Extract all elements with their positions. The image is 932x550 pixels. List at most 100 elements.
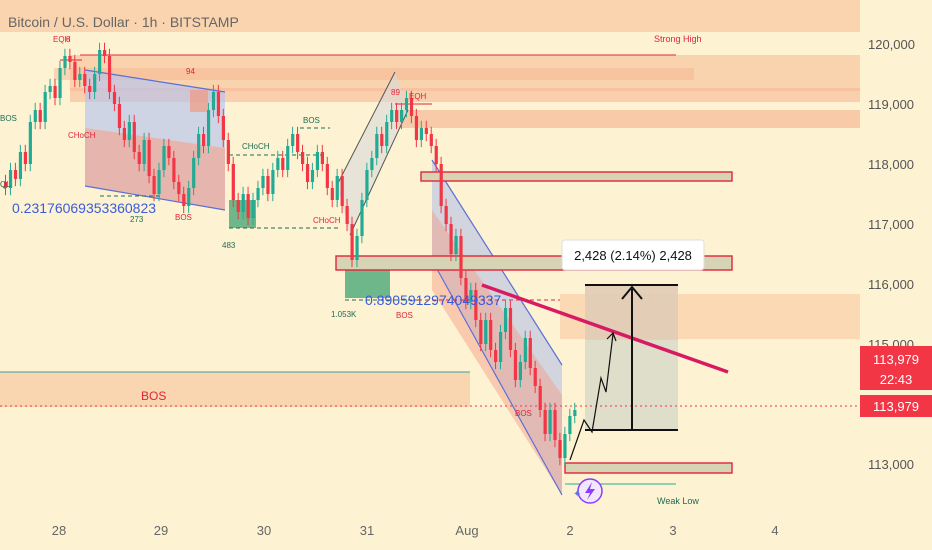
candle xyxy=(523,338,527,362)
trend-line[interactable] xyxy=(481,283,729,374)
candle xyxy=(365,170,369,200)
candle xyxy=(226,140,230,164)
candle xyxy=(345,206,349,224)
candle xyxy=(330,188,334,200)
choch-label: CHoCH xyxy=(313,216,341,225)
candle xyxy=(53,86,57,98)
candle xyxy=(494,350,498,362)
candle xyxy=(68,56,72,62)
candle xyxy=(152,176,156,194)
candle xyxy=(28,122,32,164)
time-tick: 28 xyxy=(52,523,66,538)
candle xyxy=(78,74,82,80)
current-price-value: 113,979 xyxy=(873,399,919,414)
candle xyxy=(256,188,260,200)
candle xyxy=(370,158,374,170)
current-price-tag xyxy=(860,395,932,417)
price-axis[interactable] xyxy=(860,0,932,525)
candle xyxy=(335,176,339,200)
candle xyxy=(568,416,572,434)
candle xyxy=(395,110,399,122)
label-8: 8 xyxy=(66,35,71,44)
candle xyxy=(489,320,493,350)
candle xyxy=(43,92,47,122)
candle xyxy=(439,164,443,206)
candle xyxy=(162,146,166,170)
time-tick: Aug xyxy=(455,523,478,538)
measure-tooltip xyxy=(561,239,705,271)
projection-path xyxy=(569,333,614,461)
candle xyxy=(88,86,92,92)
candle xyxy=(414,116,419,140)
candle xyxy=(246,194,250,218)
measure-label: 2,428 (2.14%) 2,428 xyxy=(574,248,692,263)
candle xyxy=(266,176,270,194)
demand-box-113k[interactable] xyxy=(564,462,733,474)
bos-label: BOS xyxy=(0,114,17,123)
candle xyxy=(538,386,542,410)
bos-label: BOS xyxy=(515,409,532,418)
candle xyxy=(484,320,488,344)
label-483: 483 xyxy=(222,241,236,250)
supply-box-118k[interactable] xyxy=(420,171,733,182)
price-tick: 116,000 xyxy=(868,277,914,292)
candle xyxy=(172,158,176,182)
candle xyxy=(187,188,191,206)
choch-label: CHoCH xyxy=(242,142,270,151)
candle xyxy=(434,146,438,164)
candle xyxy=(251,200,255,218)
candle xyxy=(216,92,221,116)
candle xyxy=(528,338,532,368)
candle xyxy=(107,56,112,92)
time-tick: 2 xyxy=(566,523,573,538)
candle xyxy=(325,164,329,188)
candle xyxy=(305,164,310,182)
candle xyxy=(558,440,562,458)
price-axis-ticks: 120,000119,000118,000117,000116,000115,0… xyxy=(868,37,915,472)
candle xyxy=(310,170,315,182)
time-axis-ticks: 28 29 30 31 Aug 2 3 4 xyxy=(52,523,779,538)
choch-label: CHoCH xyxy=(68,131,96,140)
candle xyxy=(286,146,290,170)
time-axis[interactable] xyxy=(0,516,932,550)
candle xyxy=(206,110,211,146)
bos-label-large: BOS xyxy=(141,389,166,403)
label-1053k: 1.053K xyxy=(331,310,357,319)
candle xyxy=(48,86,52,92)
last-price-tag xyxy=(860,346,932,390)
ql-label: QL xyxy=(0,180,11,189)
candle xyxy=(320,152,324,164)
candle xyxy=(98,50,102,74)
candle xyxy=(231,164,235,200)
candle xyxy=(112,92,117,104)
candle xyxy=(340,176,344,206)
supply-zone-band xyxy=(70,88,860,102)
supply-zone-upper xyxy=(70,55,860,91)
candle xyxy=(276,158,280,170)
candle xyxy=(380,134,384,146)
candle xyxy=(464,278,468,302)
candle xyxy=(315,152,320,170)
candle xyxy=(548,410,552,434)
candle xyxy=(241,194,245,212)
bos-label: BOS xyxy=(303,116,320,125)
candle xyxy=(18,152,23,179)
candle xyxy=(236,200,240,212)
candle xyxy=(271,170,275,194)
candle xyxy=(167,146,171,158)
candle xyxy=(563,434,567,458)
bos-label: BOS xyxy=(396,311,413,320)
last-price-value: 113,979 xyxy=(873,352,919,367)
price-tick: 117,000 xyxy=(868,217,914,232)
candle xyxy=(424,128,428,134)
candle xyxy=(513,350,518,380)
strong-high-label: Strong High xyxy=(654,34,702,44)
candle xyxy=(197,134,201,158)
candle xyxy=(83,74,87,86)
candle xyxy=(177,182,181,194)
bos-zone xyxy=(0,372,470,407)
candle xyxy=(459,236,463,278)
candle xyxy=(23,152,27,164)
